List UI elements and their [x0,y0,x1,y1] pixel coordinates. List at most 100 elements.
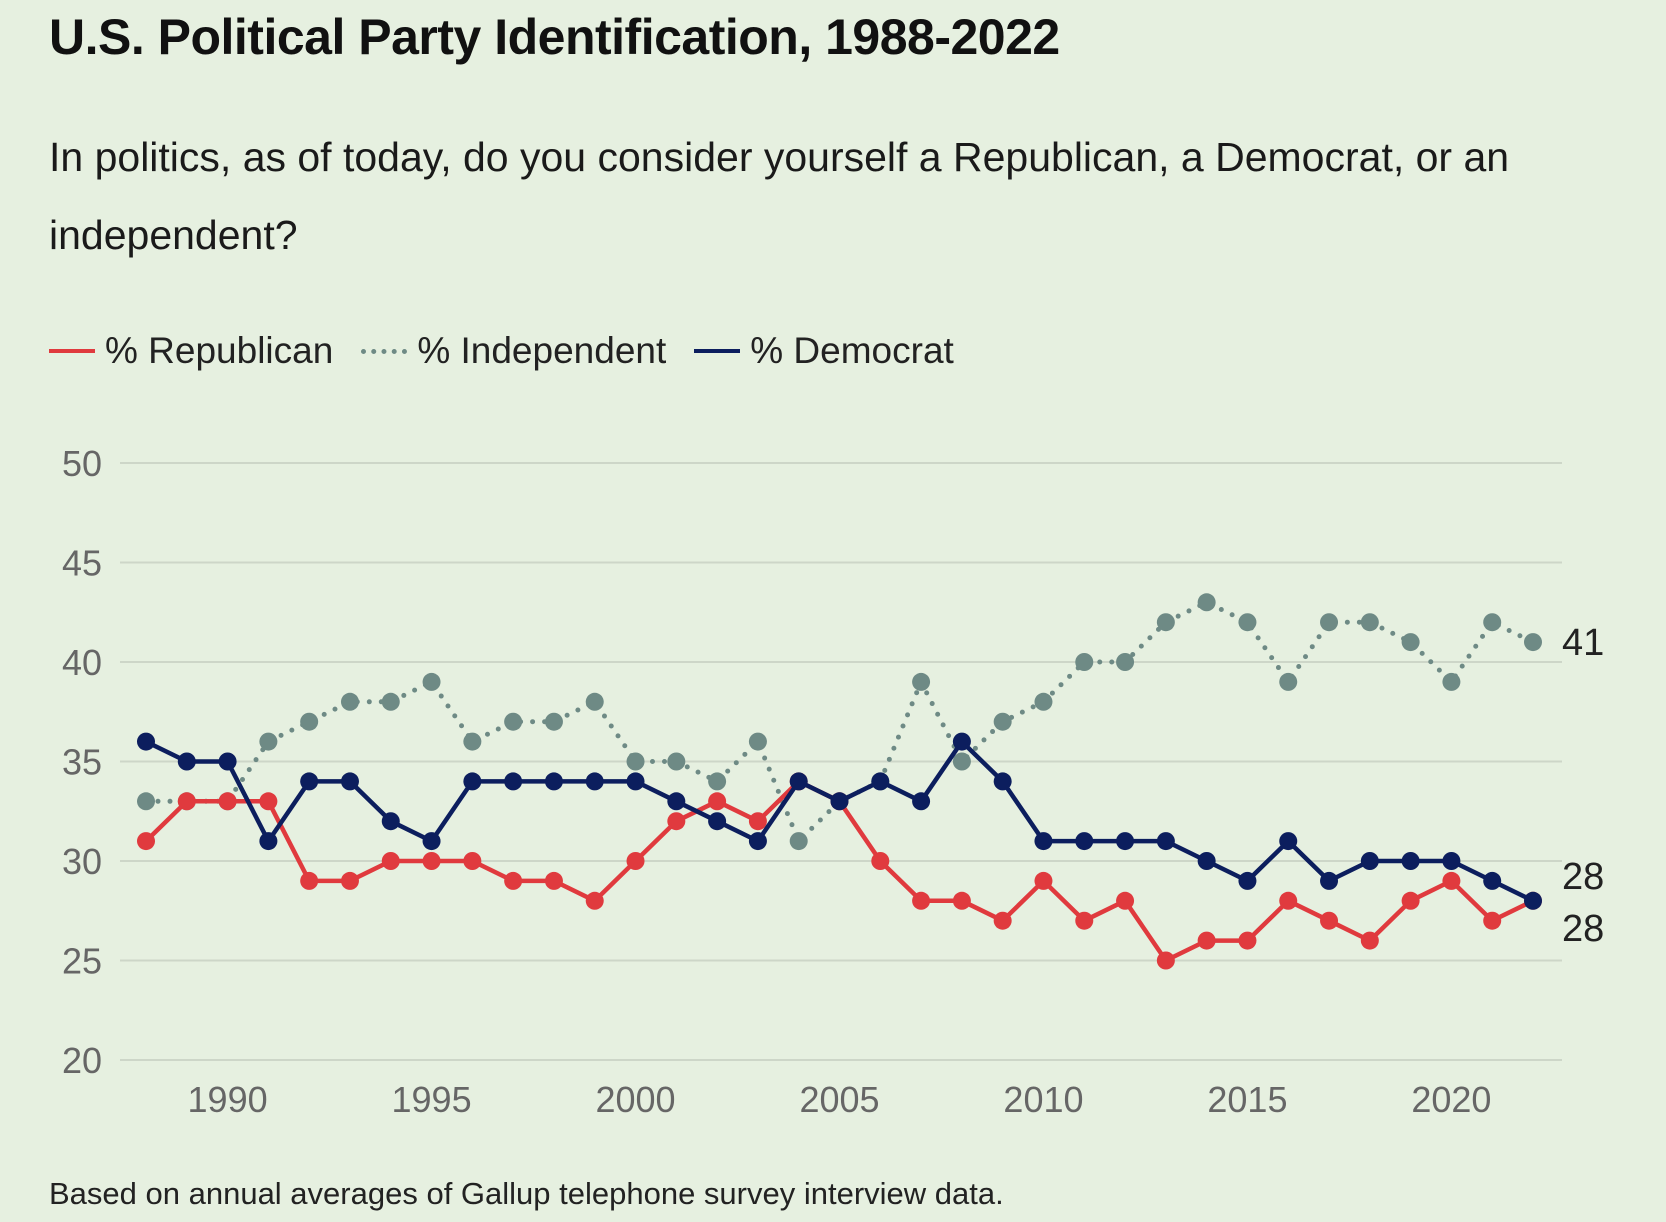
independent-point [708,772,727,791]
independent-point [748,732,767,751]
democrat-point [1034,832,1053,851]
republican-point [1360,931,1379,950]
legend-item-republican: % Republican [49,330,333,372]
democrat-point [1156,832,1175,851]
independent-point [259,732,278,751]
republican-point [340,871,359,890]
x-tick-label: 2000 [595,1079,675,1120]
republican-point [1197,931,1216,950]
independent-point [1360,613,1379,632]
republican-point [1320,911,1339,930]
end-label-democrat: 28 [1562,856,1604,898]
democrat-point [1238,871,1257,890]
end-label-republican: 28 [1562,908,1604,950]
gridlines [120,462,1562,1061]
independent-point [952,752,971,771]
x-tick-label: 2015 [1207,1079,1287,1120]
republican-point [1075,911,1094,930]
democrat-point [993,772,1012,791]
legend-label-independent: % Independent [417,330,667,371]
independent-point [1238,613,1257,632]
republican-point [667,812,686,831]
legend-swatch-democrat [694,349,741,353]
democrat-point [381,812,400,831]
democrat-point [667,792,686,811]
y-tick-label: 30 [62,841,102,882]
independent-point [1197,593,1216,612]
series-independent [137,593,1542,851]
republican-point [1442,871,1461,890]
legend-label-republican: % Republican [105,330,334,371]
republican-point [1156,951,1175,970]
independent-point [544,712,563,731]
independent-point [381,692,400,711]
independent-point [789,832,808,851]
republican-point [1116,891,1135,910]
x-tick-label: 2005 [799,1079,879,1120]
democrat-point [1075,832,1094,851]
republican-point [585,891,604,910]
democrat-point [830,792,849,811]
y-axis-ticks: 20 25 30 35 40 45 50 [62,443,102,1081]
independent-point [1401,633,1420,652]
democrat-point [177,752,196,771]
independent-point [1320,613,1339,632]
democrat-point [626,772,645,791]
republican-point [177,792,196,811]
republican-point [1034,871,1053,890]
independent-point [1116,653,1135,671]
democrat-point [504,772,523,791]
y-tick-label: 40 [62,642,102,683]
democrat-point [1442,852,1461,870]
republican-point [218,792,237,811]
series-lines [137,593,1542,970]
democrat-point [1360,852,1379,870]
end-label-independent: 41 [1562,622,1604,664]
democrat-point [1524,891,1542,910]
republican-point [952,891,971,910]
democrat-point [952,732,971,751]
x-tick-label: 1995 [392,1079,472,1120]
legend-swatch-republican [49,349,95,353]
independent-point [422,672,441,691]
republican-point [626,852,645,870]
republican-point [993,911,1012,930]
independent-point [1279,672,1298,691]
chart-footnote: Based on annual averages of Gallup telep… [49,1176,1004,1211]
democrat-point [789,772,808,791]
democrat-point [1483,871,1502,890]
independent-point [1156,613,1175,632]
republican-point [422,852,441,870]
democrat-point [259,832,278,851]
legend-item-democrat: % Democrat [694,330,954,372]
republican-point [748,812,767,831]
y-tick-label: 20 [62,1040,102,1081]
chart-subtitle: In politics, as of today, do you conside… [49,134,1510,258]
democrat-point [300,772,319,791]
democrat-point [1320,871,1339,890]
independent-point [1034,692,1053,711]
republican-point [463,852,482,870]
republican-point [1483,911,1502,930]
democrat-point [463,772,482,791]
democrat-point [585,772,604,791]
republican-point [259,792,278,811]
chart-title: U.S. Political Party Identification, 198… [49,9,1060,65]
republican-point [1238,931,1257,950]
independent-point [504,712,523,731]
democrat-point [912,792,931,811]
democrat-point [1197,852,1216,870]
democrat-point [340,772,359,791]
x-tick-label: 2010 [1003,1079,1083,1120]
x-tick-label: 2020 [1411,1079,1491,1120]
democrat-point [422,832,441,851]
republican-point [871,852,890,870]
democrat-point [871,772,890,791]
republican-point [912,891,931,910]
series-democrat [137,732,1542,910]
democrat-point [708,812,727,831]
republican-point [1279,891,1298,910]
independent-point [1442,672,1461,691]
independent-point [626,752,645,771]
